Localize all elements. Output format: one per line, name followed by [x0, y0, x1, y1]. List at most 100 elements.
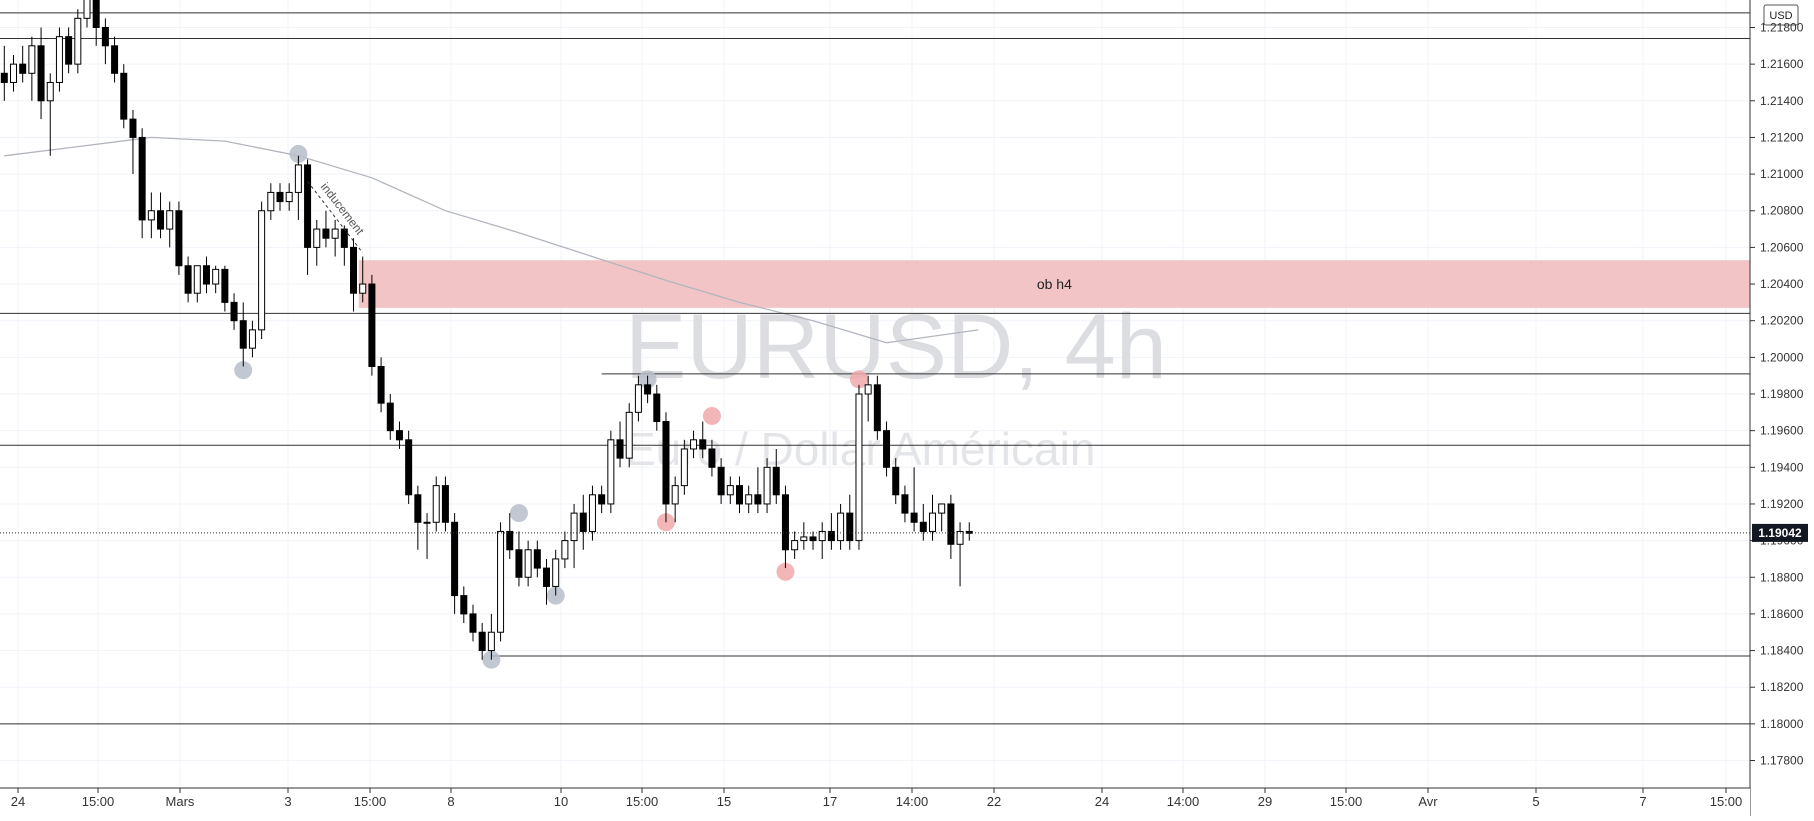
candle[interactable]	[313, 219, 321, 266]
candle[interactable]	[294, 155, 302, 220]
candle[interactable]	[221, 265, 229, 312]
candle[interactable]	[864, 375, 872, 422]
candle[interactable]	[965, 522, 973, 541]
candle[interactable]	[690, 430, 698, 459]
candle[interactable]	[202, 256, 210, 294]
candle[interactable]	[37, 27, 45, 120]
candle[interactable]	[184, 256, 192, 303]
candle[interactable]	[129, 109, 137, 175]
candle[interactable]	[276, 183, 284, 211]
candle[interactable]	[598, 485, 606, 514]
candle[interactable]	[680, 439, 688, 495]
candle[interactable]	[386, 394, 394, 440]
candle[interactable]	[837, 503, 845, 550]
candle[interactable]	[717, 458, 725, 504]
time-axis[interactable]: 24 15:00 Mars 3 15:00 8 10 15:00 15 17 14:00 22 24 14…	[0, 787, 1750, 816]
candle[interactable]	[414, 485, 422, 550]
candle[interactable]	[699, 421, 707, 459]
candle[interactable]	[258, 201, 266, 340]
candle[interactable]	[74, 9, 82, 74]
candle[interactable]	[947, 494, 955, 559]
candle[interactable]	[267, 183, 275, 220]
candle[interactable]	[487, 613, 495, 660]
candle[interactable]	[570, 503, 578, 569]
candle[interactable]	[800, 522, 808, 550]
candle[interactable]	[395, 421, 403, 449]
candle[interactable]	[478, 623, 486, 660]
candle[interactable]	[0, 45, 8, 101]
candle[interactable]	[892, 458, 900, 504]
candle[interactable]	[745, 485, 753, 514]
candle[interactable]	[120, 64, 128, 129]
candle[interactable]	[533, 540, 541, 578]
candle[interactable]	[65, 27, 73, 74]
candle[interactable]	[662, 412, 670, 523]
candle[interactable]	[469, 604, 477, 642]
candle[interactable]	[938, 503, 946, 532]
candle[interactable]	[928, 494, 936, 541]
candle[interactable]	[19, 45, 27, 83]
candle[interactable]	[101, 18, 109, 65]
candle[interactable]	[708, 439, 716, 477]
candle[interactable]	[212, 265, 220, 294]
candle[interactable]	[671, 476, 679, 523]
candle[interactable]	[901, 485, 909, 523]
candle[interactable]	[543, 558, 551, 605]
candle[interactable]	[506, 513, 514, 559]
candle[interactable]	[653, 384, 661, 431]
candle[interactable]	[781, 485, 789, 569]
candle[interactable]	[441, 476, 449, 532]
candle[interactable]	[919, 503, 927, 541]
candle[interactable]	[92, 0, 100, 46]
candle[interactable]	[239, 302, 247, 367]
candle[interactable]	[9, 54, 17, 92]
candle[interactable]	[359, 256, 367, 303]
candle[interactable]	[138, 128, 146, 239]
candle[interactable]	[497, 522, 505, 642]
candle[interactable]	[607, 430, 615, 514]
candle[interactable]	[873, 375, 881, 440]
candle[interactable]	[285, 183, 293, 211]
candle[interactable]	[910, 467, 918, 532]
candle[interactable]	[644, 375, 652, 404]
candle[interactable]	[726, 476, 734, 504]
candle[interactable]	[451, 513, 459, 614]
candle[interactable]	[55, 27, 63, 92]
candle[interactable]	[616, 421, 624, 468]
candle[interactable]	[83, 0, 91, 28]
candle[interactable]	[432, 476, 440, 532]
candle[interactable]	[147, 192, 155, 239]
candle[interactable]	[579, 494, 587, 550]
candle[interactable]	[193, 265, 201, 303]
candle[interactable]	[763, 458, 771, 514]
candle[interactable]	[809, 531, 817, 550]
candle[interactable]	[818, 522, 826, 559]
candle[interactable]	[634, 375, 642, 422]
candle[interactable]	[331, 219, 339, 257]
candle[interactable]	[340, 225, 348, 266]
candle[interactable]	[772, 448, 780, 504]
price-axis[interactable]: USD 1.17800 1.18000 1.18200 1.18400 1.18600 1…	[1749, 0, 1814, 816]
candle[interactable]	[423, 513, 431, 559]
candle[interactable]	[552, 549, 560, 596]
candle[interactable]	[855, 384, 863, 550]
candle[interactable]	[588, 485, 596, 541]
currency-badge[interactable]: USD	[1763, 4, 1799, 26]
candle[interactable]	[230, 293, 238, 330]
candle[interactable]	[846, 494, 854, 550]
candle[interactable]	[322, 210, 330, 248]
candle[interactable]	[736, 476, 743, 514]
candle[interactable]	[791, 531, 799, 559]
candle[interactable]	[827, 513, 835, 550]
candle[interactable]	[561, 531, 569, 569]
candle[interactable]	[157, 192, 165, 239]
candle[interactable]	[350, 238, 358, 312]
candle[interactable]	[405, 430, 413, 504]
candle[interactable]	[175, 201, 183, 275]
candle[interactable]	[377, 357, 385, 413]
candle[interactable]	[515, 531, 523, 587]
candle[interactable]	[46, 73, 54, 156]
candle[interactable]	[460, 586, 468, 624]
candle[interactable]	[625, 403, 633, 468]
